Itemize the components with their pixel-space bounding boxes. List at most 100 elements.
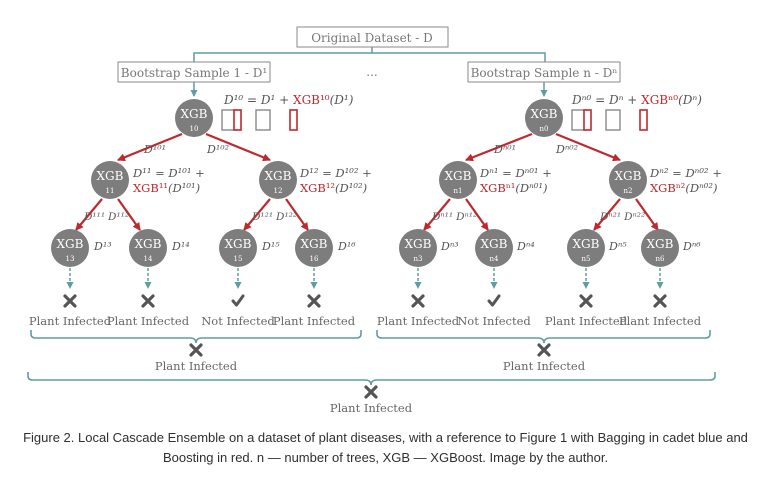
svg-text:n5: n5 <box>582 255 591 263</box>
leaf-d-15: D¹⁵ <box>261 240 280 253</box>
xgb-node-n6: XGB n6 <box>641 229 679 267</box>
svg-text:n4: n4 <box>490 255 500 263</box>
equation-12-line1: D¹² = D¹⁰² + <box>299 166 372 180</box>
xgb-node-n4: XGB n4 <box>475 229 513 267</box>
final-label: Plant Infected <box>330 401 413 415</box>
svg-text:n3: n3 <box>414 255 423 263</box>
leaf-d-13: D¹³ <box>93 240 112 253</box>
edge-label-121-122: D¹²¹ D¹²² <box>251 211 297 223</box>
equation-11-line1: D¹¹ = D¹⁰¹ + <box>132 166 205 180</box>
leaf-label-15: Not Infected <box>201 314 275 328</box>
leaf-d-16: D¹⁶ <box>337 240 356 253</box>
xgb-node-15: XGB 15 <box>219 229 257 267</box>
group-label-right: Plant Infected <box>503 359 586 373</box>
equation-11-line2: XGB¹¹(D¹⁰¹) <box>133 181 200 195</box>
root-equation-left: D¹⁰ = D¹ + XGB¹⁰(D¹) <box>223 93 354 107</box>
svg-text:11: 11 <box>106 187 115 195</box>
cross-icon <box>579 294 593 308</box>
leaf-label-13: Plant Infected <box>29 314 112 328</box>
original-dataset-label: Original Dataset - D <box>311 31 433 45</box>
xgb-node-n2: XGB n2 <box>609 161 647 199</box>
dataset-square-icon <box>221 109 298 131</box>
cross-icon <box>537 343 551 357</box>
svg-text:XGB: XGB <box>573 237 600 251</box>
xgb-node-16: XGB 16 <box>295 229 333 267</box>
ellipsis: ... <box>366 65 377 79</box>
tree-left: XGB 10 D¹⁰ = D¹ + XGB¹⁰(D¹) D¹⁰¹ D¹⁰² XG… <box>29 93 372 373</box>
bootstrap-label-right: Bootstrap Sample n - Dⁿ <box>471 66 618 80</box>
edge-label-n21-n22: Dⁿ²¹ Dⁿ²² <box>599 211 645 223</box>
equation-12-line2: XGB¹²(D¹⁰²) <box>300 181 367 195</box>
svg-text:16: 16 <box>310 255 319 263</box>
leaf-label-n6: Plant Infected <box>619 314 702 328</box>
lce-diagram: Original Dataset - D Bootstrap Sample 1 … <box>27 26 722 415</box>
svg-text:n1: n1 <box>454 187 463 195</box>
edge-label-n01: Dⁿ⁰¹ <box>493 143 516 156</box>
bootstrap-label-left: Bootstrap Sample 1 - D¹ <box>121 66 267 80</box>
root-equation-right: Dⁿ⁰ = Dⁿ + XGBⁿ⁰(Dⁿ) <box>571 93 702 107</box>
edge-label-n02: Dⁿ⁰² <box>555 143 578 156</box>
group-brace-right <box>376 330 711 344</box>
leaf-label-16: Plant Infected <box>273 314 356 328</box>
svg-text:XGB: XGB <box>531 107 558 121</box>
leaf-d-14: D¹⁴ <box>171 240 190 253</box>
tree-right: XGB n0 Dⁿ⁰ = Dⁿ + XGBⁿ⁰(Dⁿ) Dⁿ⁰¹ Dⁿ⁰² XG… <box>376 93 722 373</box>
cross-icon <box>63 294 77 308</box>
svg-text:XGB: XGB <box>615 169 642 183</box>
xgb-node-13: XGB 13 <box>51 229 89 267</box>
svg-text:XGB: XGB <box>135 237 162 251</box>
cross-icon <box>653 294 667 308</box>
leaf-label-n4: Not Infected <box>457 314 531 328</box>
svg-text:XGB: XGB <box>647 237 674 251</box>
xgb-node-n3: XGB n3 <box>399 229 437 267</box>
xgb-node-n5: XGB n5 <box>567 229 605 267</box>
svg-text:n0: n0 <box>540 125 549 133</box>
svg-text:XGB: XGB <box>265 169 292 183</box>
edge-label-101: D¹⁰¹ <box>143 143 166 156</box>
xgb-node-n1: XGB n1 <box>439 161 477 199</box>
leaf-label-14: Plant Infected <box>107 314 190 328</box>
leaf-label-n5: Plant Infected <box>545 314 628 328</box>
figure-caption: Figure 2. Local Cascade Ensemble on a da… <box>23 430 748 465</box>
svg-text:n2: n2 <box>624 187 633 195</box>
edge-label-n11-n12: Dⁿ¹¹ Dⁿ¹² <box>431 211 477 223</box>
cross-icon <box>364 385 378 399</box>
svg-text:10: 10 <box>190 125 199 133</box>
bagging-connector <box>193 47 546 62</box>
svg-text:XGB: XGB <box>181 107 208 121</box>
check-icon <box>487 294 501 307</box>
svg-text:XGB: XGB <box>445 169 472 183</box>
dataset-square-icon <box>571 109 648 131</box>
svg-text:13: 13 <box>66 255 75 263</box>
leaf-label-n3: Plant Infected <box>377 314 460 328</box>
equation-n2-line2: XGBⁿ²(Dⁿ⁰²) <box>650 181 718 195</box>
cross-icon <box>307 294 321 308</box>
svg-text:XGB: XGB <box>97 169 124 183</box>
leaf-d-n3: Dⁿ³ <box>440 240 459 253</box>
equation-n1-line2: XGBⁿ¹(Dⁿ⁰¹) <box>480 181 548 195</box>
xgb-node-n0: XGB n0 <box>525 99 563 137</box>
edge-label-102: D¹⁰² <box>206 143 229 156</box>
svg-text:12: 12 <box>274 187 283 195</box>
xgb-node-11: XGB 11 <box>91 161 129 199</box>
leaf-d-n6: Dⁿ⁶ <box>682 240 701 253</box>
equation-n1-line1: Dⁿ¹ = Dⁿ⁰¹ + <box>479 166 552 180</box>
svg-text:n6: n6 <box>656 255 666 263</box>
svg-text:XGB: XGB <box>301 237 328 251</box>
svg-text:XGB: XGB <box>405 237 432 251</box>
cross-icon <box>411 294 425 308</box>
xgb-node-10: XGB 10 <box>175 99 213 137</box>
xgb-node-14: XGB 14 <box>129 229 167 267</box>
svg-text:15: 15 <box>234 255 243 263</box>
leaf-d-n5: Dⁿ⁵ <box>608 240 627 253</box>
edge-label-111-112: D¹¹¹ D¹¹² <box>83 211 129 223</box>
equation-n2-line1: Dⁿ² = Dⁿ⁰² + <box>649 166 722 180</box>
group-label-left: Plant Infected <box>155 359 238 373</box>
group-brace-left <box>30 330 362 344</box>
final-brace <box>27 372 716 386</box>
xgb-node-12: XGB 12 <box>259 161 297 199</box>
svg-text:XGB: XGB <box>225 237 252 251</box>
cross-icon <box>189 343 203 357</box>
cross-icon <box>141 294 155 308</box>
svg-text:XGB: XGB <box>57 237 84 251</box>
